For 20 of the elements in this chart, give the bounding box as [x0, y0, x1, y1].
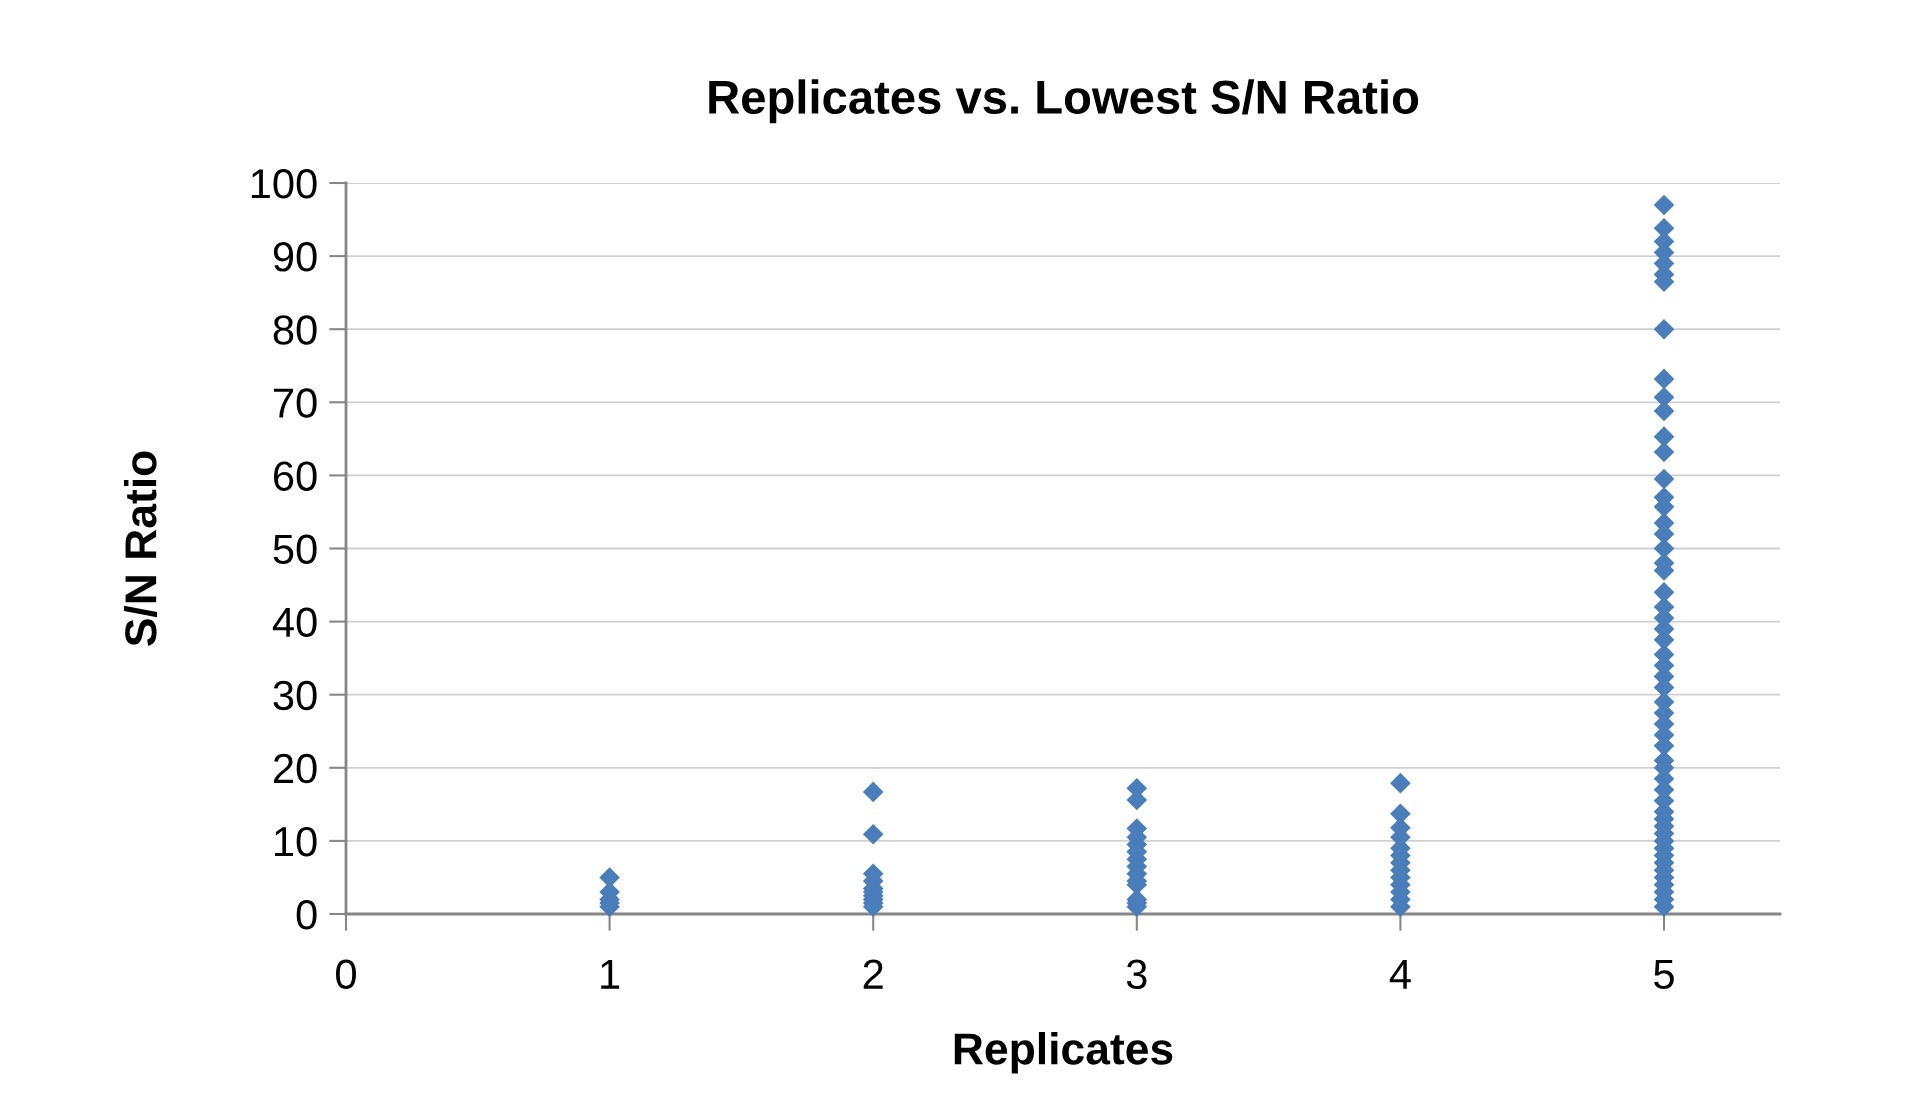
x-axis-title: Replicates — [954, 1032, 1173, 1074]
chart-title: Replicates vs. Lowest S/N Ratio — [709, 79, 1419, 124]
y-tick-label: 0 — [296, 900, 317, 930]
y-tick-label: 90 — [273, 242, 317, 272]
x-tick-label: 3 — [1126, 959, 1147, 990]
y-tick-label: 20 — [273, 753, 317, 784]
y-tick-label: 50 — [273, 534, 317, 565]
x-tick-label: 2 — [863, 959, 883, 989]
y-tick-label: 60 — [274, 461, 317, 491]
x-tick-label: 1 — [601, 959, 620, 989]
y-tick-label: 30 — [273, 680, 317, 711]
y-tick-label: 40 — [272, 607, 317, 638]
x-tick-label: 5 — [1654, 959, 1674, 990]
y-tick-label: 100 — [251, 169, 317, 199]
x-tick-label: 4 — [1389, 959, 1411, 989]
x-tick-label: 0 — [336, 959, 356, 990]
y-tick-label: 80 — [273, 315, 317, 345]
y-tick-label: 70 — [274, 388, 317, 418]
y-tick-label: 10 — [275, 826, 317, 857]
y-axis-title: S/N Ratio — [123, 451, 158, 646]
